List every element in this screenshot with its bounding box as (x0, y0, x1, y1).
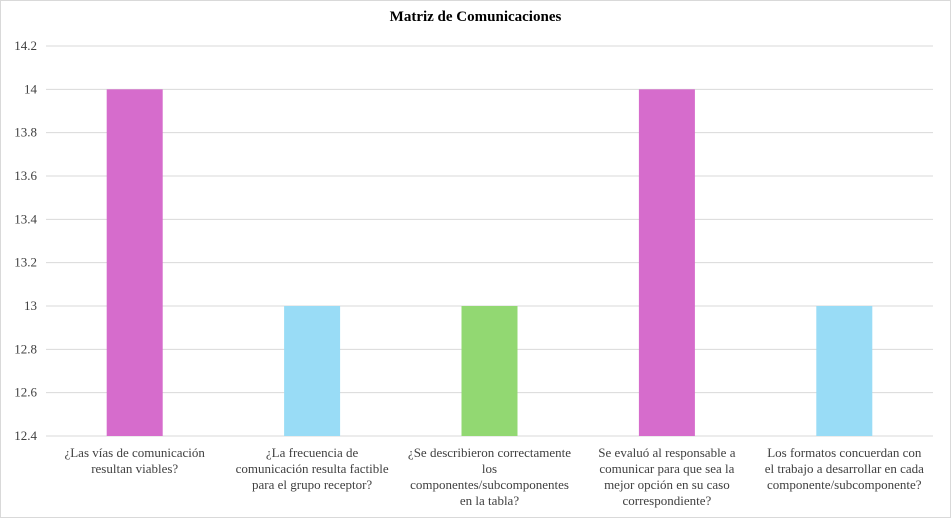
y-tick-label: 13.2 (14, 255, 37, 270)
x-category-label-line: los (481, 461, 498, 476)
y-tick-label: 14 (24, 81, 38, 96)
y-tick-label: 14.2 (14, 38, 37, 53)
x-category-label-line: Los formatos concuerdan con (767, 445, 922, 460)
bar-3 (461, 306, 518, 436)
x-category-label-line: comunicación resulta factible (235, 461, 389, 476)
y-tick-label: 12.6 (14, 385, 37, 400)
y-tick-label: 13.8 (14, 125, 37, 140)
bar-1 (106, 89, 163, 436)
x-category-label-line: comunicar para que sea la (599, 461, 735, 476)
x-category-label: ¿Las vías de comunicación resultan viable… (47, 445, 223, 477)
y-tick-label: 13.4 (14, 211, 37, 226)
x-category-label-line: en la tabla? (459, 493, 520, 508)
x-category-label-line: ¿La frecuencia de (265, 445, 359, 460)
x-category-label-line: ¿Las vías de comunicación (64, 445, 205, 460)
y-tick-label: 12.8 (14, 341, 37, 356)
x-category-label-line: correspondiente? (622, 493, 712, 508)
bar-5 (816, 306, 873, 436)
y-tick-label: 12.4 (14, 428, 37, 443)
x-category-label-line: Se evaluó al responsable a (598, 445, 736, 460)
y-tick-label: 13.6 (14, 168, 37, 183)
x-category-label-line: resultan viables? (91, 461, 179, 476)
chart-title: Matriz de Comunicaciones (389, 9, 562, 25)
x-category-label-line: para el grupo receptor? (252, 477, 373, 492)
y-tick-label: 13 (24, 298, 37, 313)
bar-2 (284, 306, 341, 436)
x-category-label-line: componentes/subcomponentes (410, 477, 569, 492)
x-category-label-line: el trabajo a desarrollar en cada (764, 461, 924, 476)
bar-4 (638, 89, 695, 436)
x-category-label-line: componente/subcomponente? (767, 477, 922, 492)
x-category-label: ¿Se describieron correctamente los compone… (402, 445, 578, 509)
x-category-label-line: mejor opción en su caso (604, 477, 730, 492)
x-category-label: Se evaluó al responsable a comunicar para… (579, 445, 755, 509)
x-category-label-line: ¿Se describieron correctamente (407, 445, 572, 460)
x-category-label: ¿La frecuencia de comunicación resulta fa… (224, 445, 400, 493)
x-category-label: Los formatos concuerdan con el trabajo a … (756, 445, 932, 493)
